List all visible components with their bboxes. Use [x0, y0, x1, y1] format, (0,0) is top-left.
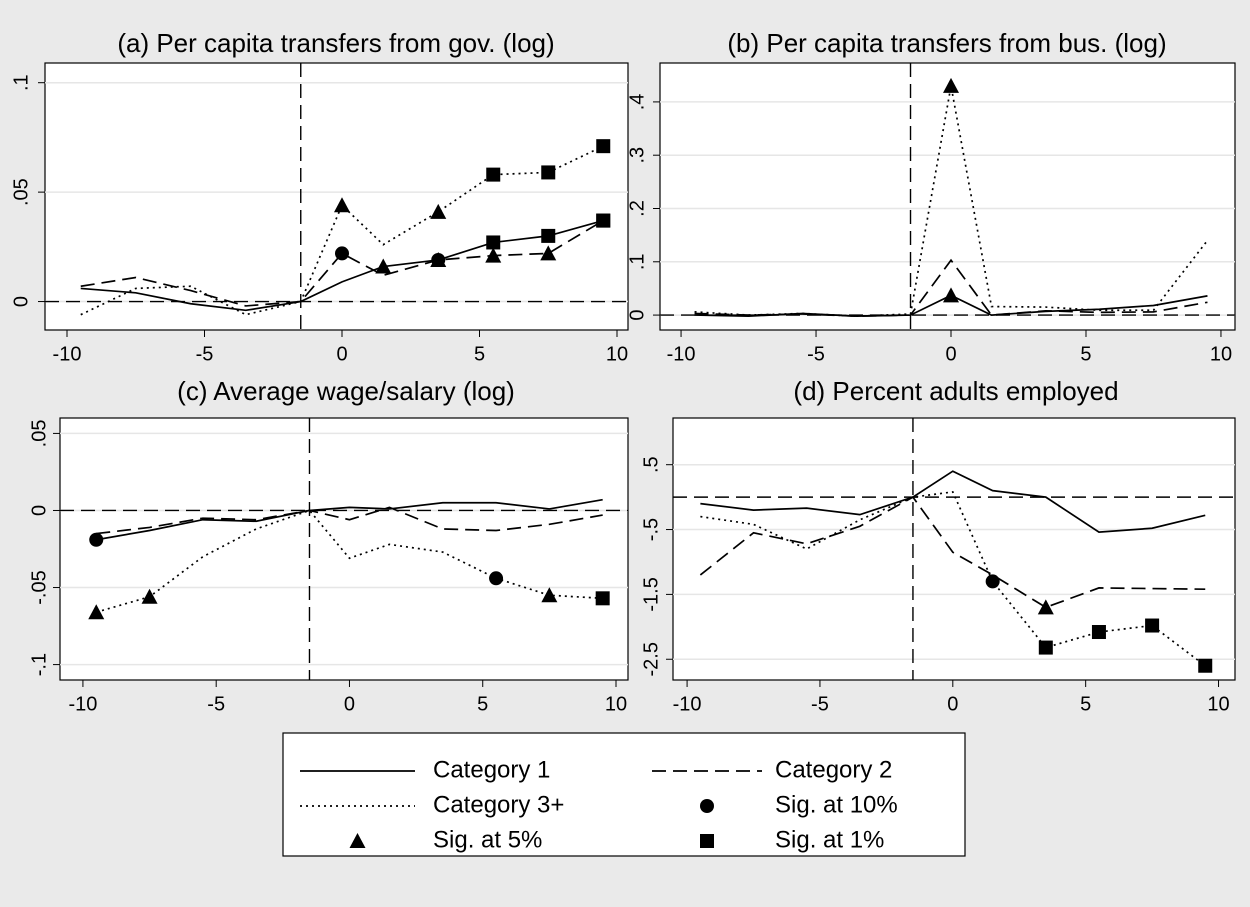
marker-square: [596, 213, 611, 228]
panel-title: (b) Per capita transfers from bus. (log): [727, 28, 1166, 58]
legend-box: [282, 732, 966, 857]
y-tick-label: -1.5: [640, 577, 662, 611]
series-line: [80, 219, 604, 312]
y-tick-label: .5: [640, 456, 662, 473]
y-tick-label: -.5: [640, 518, 662, 541]
y-tick-label: 0: [626, 310, 648, 321]
legend-label: Sig. at 1%: [775, 826, 884, 853]
marker-circle: [985, 574, 1000, 589]
x-tick-label: -5: [207, 693, 225, 715]
series-line: [80, 145, 604, 316]
x-tick-label: 10: [606, 343, 628, 365]
marker-square: [541, 165, 556, 180]
marker-square: [541, 228, 556, 243]
y-tick-label: .1: [10, 74, 32, 91]
x-tick-label: 5: [1080, 343, 1091, 365]
marker-square: [1038, 640, 1053, 655]
legend-label: Category 2: [775, 756, 892, 783]
x-tick-label: -10: [53, 343, 82, 365]
marker-circle: [89, 532, 104, 547]
panel-title: (a) Per capita transfers from gov. (log): [117, 28, 554, 58]
y-tick-label: -.1: [28, 653, 50, 676]
panel-title: (c) Average wage/salary (log): [177, 376, 515, 406]
marker-circle: [335, 246, 349, 261]
series-line: [96, 509, 603, 614]
y-tick-label: .2: [626, 200, 648, 217]
legend-label: Sig. at 5%: [433, 826, 542, 853]
marker-square: [596, 139, 611, 154]
x-tick-label: -10: [667, 343, 696, 365]
series-line: [700, 470, 1206, 534]
x-tick-label: 5: [477, 693, 488, 715]
marker-triangle: [430, 203, 447, 219]
x-tick-label: 10: [605, 693, 627, 715]
marker-square: [1145, 618, 1160, 633]
marker-square: [486, 167, 501, 182]
y-tick-label: .4: [626, 94, 648, 111]
legend-label: Sig. at 10%: [775, 791, 898, 818]
marker-square: [1198, 658, 1213, 673]
marker-triangle: [943, 77, 960, 93]
marker-triangle: [485, 247, 502, 263]
marker-triangle: [943, 287, 960, 303]
y-tick-label: -.05: [28, 570, 50, 604]
x-tick-label: -5: [811, 693, 829, 715]
marker-triangle: [334, 197, 350, 213]
x-tick-label: 0: [947, 693, 958, 715]
y-tick-label: .1: [626, 253, 648, 270]
plot-area: [44, 62, 629, 331]
series-line: [694, 85, 1209, 317]
y-tick-label: .3: [626, 147, 648, 164]
y-tick-label: 0: [10, 296, 32, 307]
x-tick-label: -10: [68, 693, 97, 715]
y-tick-label: 0: [28, 505, 50, 516]
series-line: [96, 498, 603, 541]
legend-marker: [349, 833, 366, 848]
x-tick-label: 5: [474, 343, 485, 365]
x-tick-label: -5: [196, 343, 214, 365]
legend-marker: [700, 799, 714, 813]
marker-triangle: [141, 588, 158, 604]
legend-label: Category 1: [433, 756, 550, 783]
marker-triangle: [430, 251, 447, 267]
x-tick-label: 5: [1080, 693, 1091, 715]
x-tick-label: 0: [336, 343, 347, 365]
marker-square: [1091, 625, 1106, 640]
legend-marker: [700, 834, 714, 848]
legend-label: Category 3+: [433, 791, 564, 818]
marker-triangle: [541, 587, 558, 603]
marker-triangle: [88, 604, 105, 620]
plot-area: [59, 417, 629, 681]
x-tick-label: 10: [1207, 693, 1229, 715]
series-line: [96, 506, 603, 535]
series-line: [700, 491, 1206, 667]
marker-triangle: [375, 258, 392, 274]
series-line: [699, 496, 1206, 609]
plot-area: [672, 417, 1236, 681]
y-tick-label: .05: [10, 178, 32, 206]
x-tick-label: 0: [344, 693, 355, 715]
panel-title: (d) Percent adults employed: [793, 376, 1118, 406]
x-tick-label: 10: [1210, 343, 1232, 365]
marker-circle: [489, 571, 504, 586]
marker-square: [486, 235, 501, 250]
x-tick-label: -5: [807, 343, 825, 365]
y-tick-label: -2.5: [640, 642, 662, 676]
x-tick-label: 0: [945, 343, 956, 365]
y-tick-label: .05: [28, 420, 50, 448]
marker-triangle: [540, 245, 557, 261]
marker-triangle: [1037, 599, 1054, 615]
plot-area: [659, 62, 1236, 331]
marker-square: [595, 591, 610, 606]
x-tick-label: -10: [673, 693, 702, 715]
